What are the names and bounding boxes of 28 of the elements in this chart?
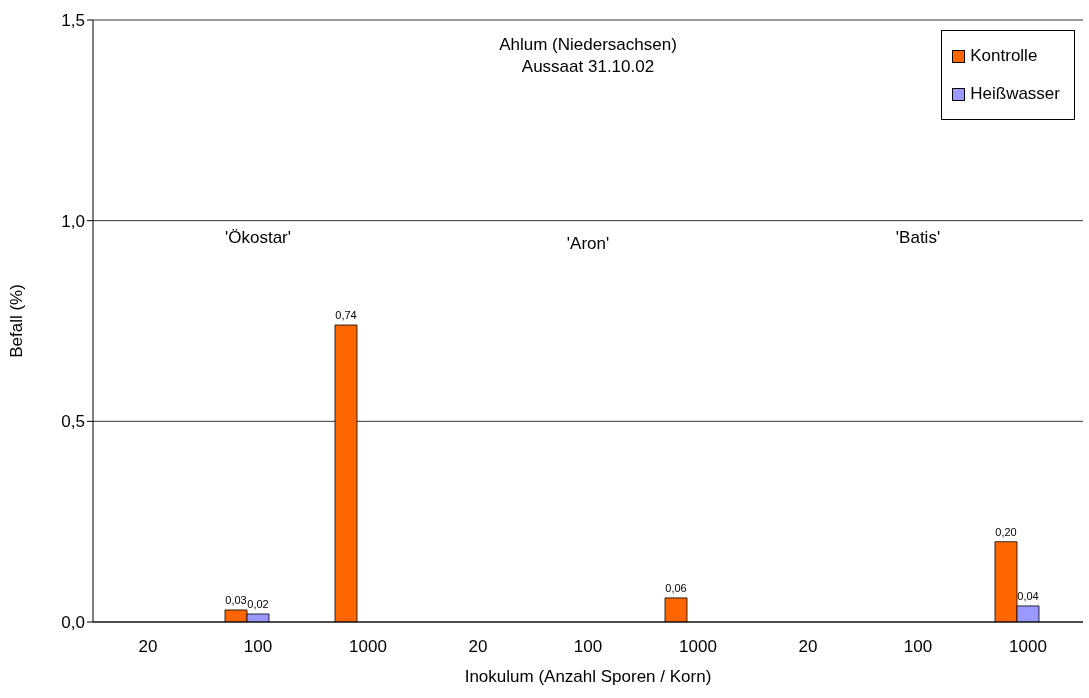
x-tick-label: 100 bbox=[903, 637, 933, 657]
legend-label: Kontrolle bbox=[970, 46, 1038, 66]
x-tick-label: 20 bbox=[468, 637, 488, 657]
data-label: 0,03 bbox=[225, 593, 247, 606]
annotation: 'Ökostar' bbox=[224, 227, 292, 248]
x-tick-label: 1000 bbox=[1009, 637, 1047, 657]
x-tick-label: 100 bbox=[243, 637, 273, 657]
y-tick-label: 1,5 bbox=[61, 11, 85, 31]
y-tick-label: 0,5 bbox=[61, 412, 85, 432]
data-label: 0,02 bbox=[247, 597, 269, 610]
y-axis-title: Befall (%) bbox=[7, 284, 27, 358]
text: Ahlum (Niedersachsen) bbox=[499, 35, 677, 54]
x-tick-label: 1000 bbox=[349, 637, 387, 657]
x-tick-label: 100 bbox=[573, 637, 603, 657]
data-label: 0,20 bbox=[995, 525, 1017, 538]
y-tick-label: 0,0 bbox=[61, 613, 85, 633]
data-label: 0,06 bbox=[665, 581, 687, 594]
text: Aussaat 31.10.02 bbox=[521, 57, 655, 76]
annotation: 'Aron' bbox=[565, 233, 611, 254]
data-label: 0,74 bbox=[335, 309, 357, 322]
y-tick-label: 1,0 bbox=[61, 211, 85, 231]
x-tick-label: 20 bbox=[138, 637, 158, 657]
x-axis-title: Inokulum (Anzahl Sporen / Korn) bbox=[464, 667, 712, 686]
x-tick-label: 1000 bbox=[679, 637, 717, 657]
legend-label: Heißwasser bbox=[970, 84, 1060, 104]
data-label: 0,04 bbox=[1017, 589, 1039, 602]
annotation: 'Batis' bbox=[894, 227, 942, 248]
x-tick-label: 20 bbox=[798, 637, 818, 657]
